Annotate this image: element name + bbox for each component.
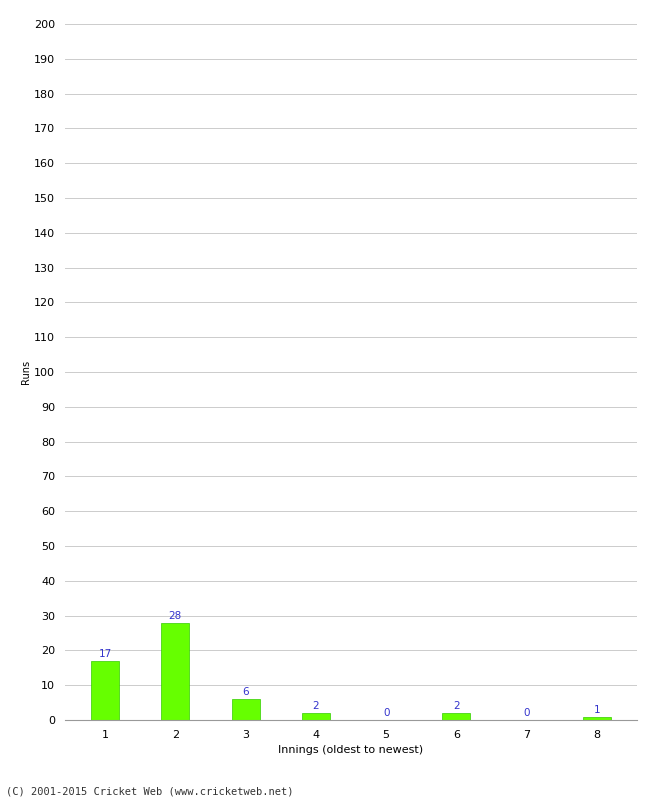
Y-axis label: Runs: Runs	[21, 360, 31, 384]
Bar	[161, 622, 189, 720]
Text: (C) 2001-2015 Cricket Web (www.cricketweb.net): (C) 2001-2015 Cricket Web (www.cricketwe…	[6, 786, 294, 796]
Text: 1: 1	[593, 705, 600, 714]
Bar	[583, 717, 611, 720]
Text: 17: 17	[98, 649, 112, 659]
Text: 0: 0	[523, 708, 530, 718]
Text: 28: 28	[169, 611, 182, 621]
Bar	[443, 713, 471, 720]
Text: 0: 0	[383, 708, 389, 718]
Text: 6: 6	[242, 687, 249, 698]
Bar	[302, 713, 330, 720]
Text: 2: 2	[313, 702, 319, 711]
Bar	[231, 699, 259, 720]
X-axis label: Innings (oldest to newest): Innings (oldest to newest)	[278, 746, 424, 755]
Text: 2: 2	[453, 702, 460, 711]
Bar	[91, 661, 119, 720]
